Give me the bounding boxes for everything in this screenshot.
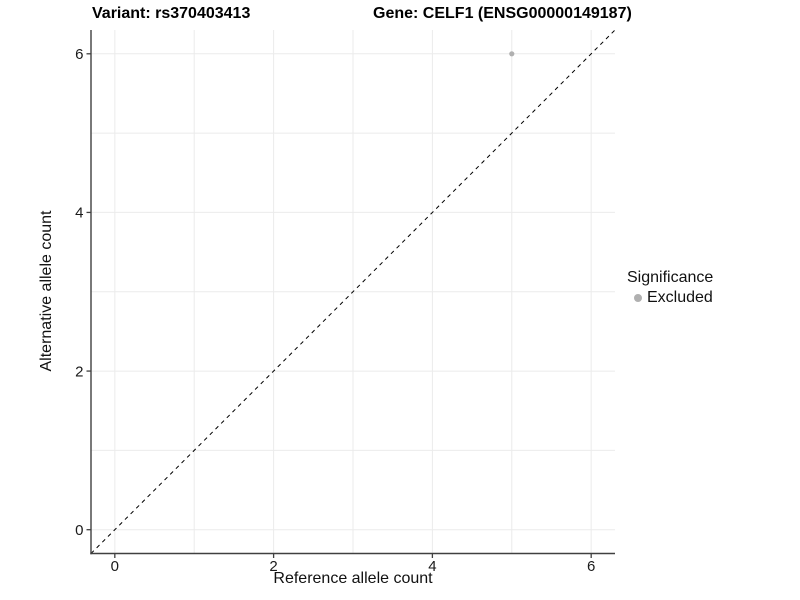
x-tick-label-4: 4 xyxy=(428,558,436,575)
x-tick-label-0: 0 xyxy=(111,558,119,575)
legend-item-excluded: Excluded xyxy=(626,289,713,307)
legend: Significance Excluded xyxy=(626,269,713,307)
x-axis-title: Reference allele count xyxy=(273,570,433,587)
y-axis-title: Alternative allele count xyxy=(38,210,55,372)
data-point-excluded xyxy=(509,51,515,57)
excluded-point-icon xyxy=(634,294,642,302)
y-tick-label-4: 4 xyxy=(75,205,83,222)
y-tick-label-6: 6 xyxy=(75,46,83,63)
x-tick-label-2: 2 xyxy=(269,558,277,575)
legend-title: Significance xyxy=(627,269,714,286)
x-tick-label-6: 6 xyxy=(587,558,595,575)
plot-title-variant: Variant: rs370403413 xyxy=(92,5,251,22)
y-tick-label-2: 2 xyxy=(75,363,83,380)
identity-dashed-line xyxy=(90,29,616,554)
legend-item-label: Excluded xyxy=(647,289,713,306)
y-tick-label-0: 0 xyxy=(75,522,83,539)
plot-title-gene: Gene: CELF1 (ENSG00000149187) xyxy=(373,5,632,22)
